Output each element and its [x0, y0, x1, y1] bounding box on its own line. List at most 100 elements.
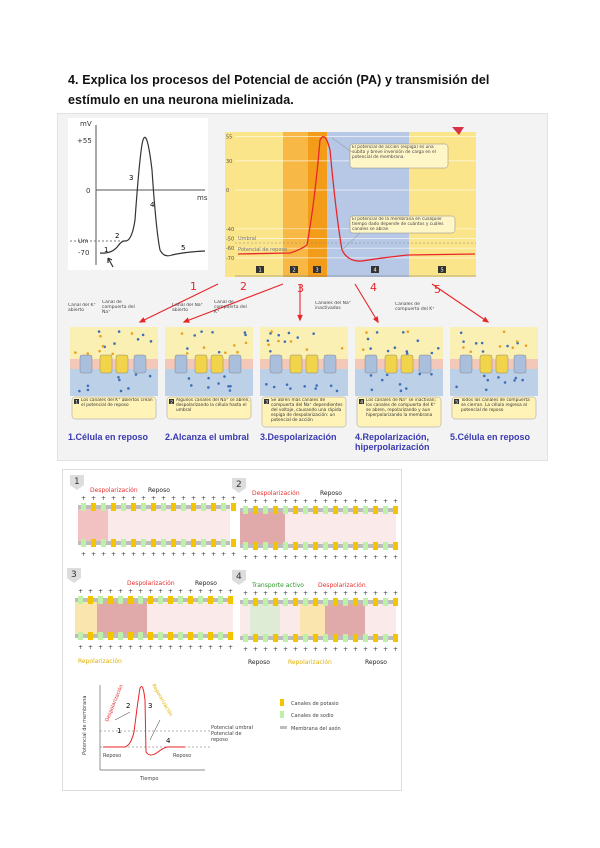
tick-label: 0 [226, 188, 229, 194]
membrane [70, 359, 158, 369]
tick-label: -50 [226, 237, 234, 243]
charge: + [253, 554, 258, 561]
ion-dot [101, 344, 105, 348]
channel [313, 542, 318, 550]
channel [138, 632, 143, 640]
ion-dot [506, 344, 509, 348]
charge: + [91, 551, 96, 558]
phase-number: 2 [126, 702, 130, 710]
ion-dot [303, 385, 307, 388]
charge: + [178, 644, 183, 651]
caption-number: 5 [455, 399, 458, 405]
channel [303, 598, 308, 606]
channel [373, 542, 378, 550]
channel [228, 632, 233, 640]
channel [78, 596, 83, 604]
channel [141, 503, 146, 511]
channel [383, 506, 388, 514]
charge: + [221, 495, 226, 502]
charge: + [373, 646, 378, 653]
charge: + [373, 554, 378, 561]
membrane-bottom [75, 634, 233, 638]
phase-label: 4 [150, 201, 155, 209]
channel [333, 598, 338, 606]
charge: + [273, 646, 278, 653]
ion-dot [335, 389, 339, 393]
channel [218, 632, 223, 640]
ion-dot [515, 340, 519, 343]
charge: + [273, 590, 278, 597]
channel [353, 634, 358, 642]
caption-number: 1 [75, 399, 78, 405]
ion-dot [86, 352, 90, 355]
charge: + [141, 551, 146, 558]
charge: + [333, 646, 338, 653]
ion-channel [228, 354, 242, 374]
panel-2: 2 Algunos canales del Na⁺ se abren, despo… [165, 327, 253, 420]
ion-dot [497, 376, 500, 379]
charge: + [151, 495, 156, 502]
caption: Algunos canales del Na⁺ se abren, despol… [176, 398, 250, 413]
ion-dot [217, 350, 221, 354]
zone [300, 600, 325, 640]
channel [178, 632, 183, 640]
ion-dot [462, 346, 465, 349]
ion-dot [296, 336, 300, 339]
membrane [355, 359, 443, 369]
channel [313, 634, 318, 642]
channel [81, 503, 86, 511]
ion-dot [141, 333, 145, 337]
caption: Se abren más canales de compuerta del Na… [271, 398, 342, 423]
ion-dot [119, 389, 123, 393]
caption-num-box [359, 399, 364, 404]
channel [273, 634, 278, 642]
ion-dot [430, 372, 433, 376]
caption-number: 2 [170, 399, 173, 405]
question-title: 4. Explica los procesos del Potencial de… [68, 73, 490, 107]
charge: + [78, 588, 83, 595]
charge: + [313, 590, 318, 597]
charge: + [108, 588, 113, 595]
channel [171, 539, 176, 547]
arrowhead-icon [372, 316, 379, 324]
ion-dot [340, 346, 344, 350]
ion-channel [210, 354, 224, 374]
channel [253, 542, 258, 550]
axon-diagram-3: + + + + + + + + + + + + + + + + + + + + + + + + + + + + + + + +3 Despola… [67, 568, 233, 665]
membrane [450, 359, 538, 369]
charge: + [303, 646, 308, 653]
ion-dot [243, 331, 247, 334]
ion-dot [267, 343, 270, 346]
ion-dot [244, 341, 248, 345]
ion-dot [502, 330, 506, 334]
charge: + [121, 495, 126, 502]
channel [131, 503, 136, 511]
channel [333, 634, 338, 642]
channel [323, 634, 328, 642]
intracellular [260, 369, 348, 396]
channel [88, 632, 93, 640]
charge: + [111, 551, 116, 558]
channel [108, 596, 113, 604]
charge: + [158, 588, 163, 595]
charge: + [303, 554, 308, 561]
extracellular [450, 327, 538, 359]
charge: + [383, 646, 388, 653]
charge: + [263, 554, 268, 561]
channel [138, 596, 143, 604]
ion-dot [481, 350, 485, 353]
channel [333, 542, 338, 550]
axon-diagram-4: + + + + + + + + + + + + + + + + + + + + + + + + + + + + + + + +4 Transpo… [232, 570, 398, 666]
channel [323, 506, 328, 514]
membrane-potential-graph: Potencial de membrana Tiempo 1 2 3 4 Des… [82, 683, 253, 783]
x-unit: ms [197, 194, 208, 202]
ion-channel [384, 354, 398, 374]
channel [363, 542, 368, 550]
axon-label: Despolarización [318, 582, 366, 589]
ion-dot [277, 339, 280, 343]
channel [198, 632, 203, 640]
phase-box [438, 266, 446, 273]
charge: + [303, 498, 308, 505]
callout-spike: El potencial de acción (espiga) es una s… [352, 145, 436, 160]
charge: + [343, 590, 348, 597]
